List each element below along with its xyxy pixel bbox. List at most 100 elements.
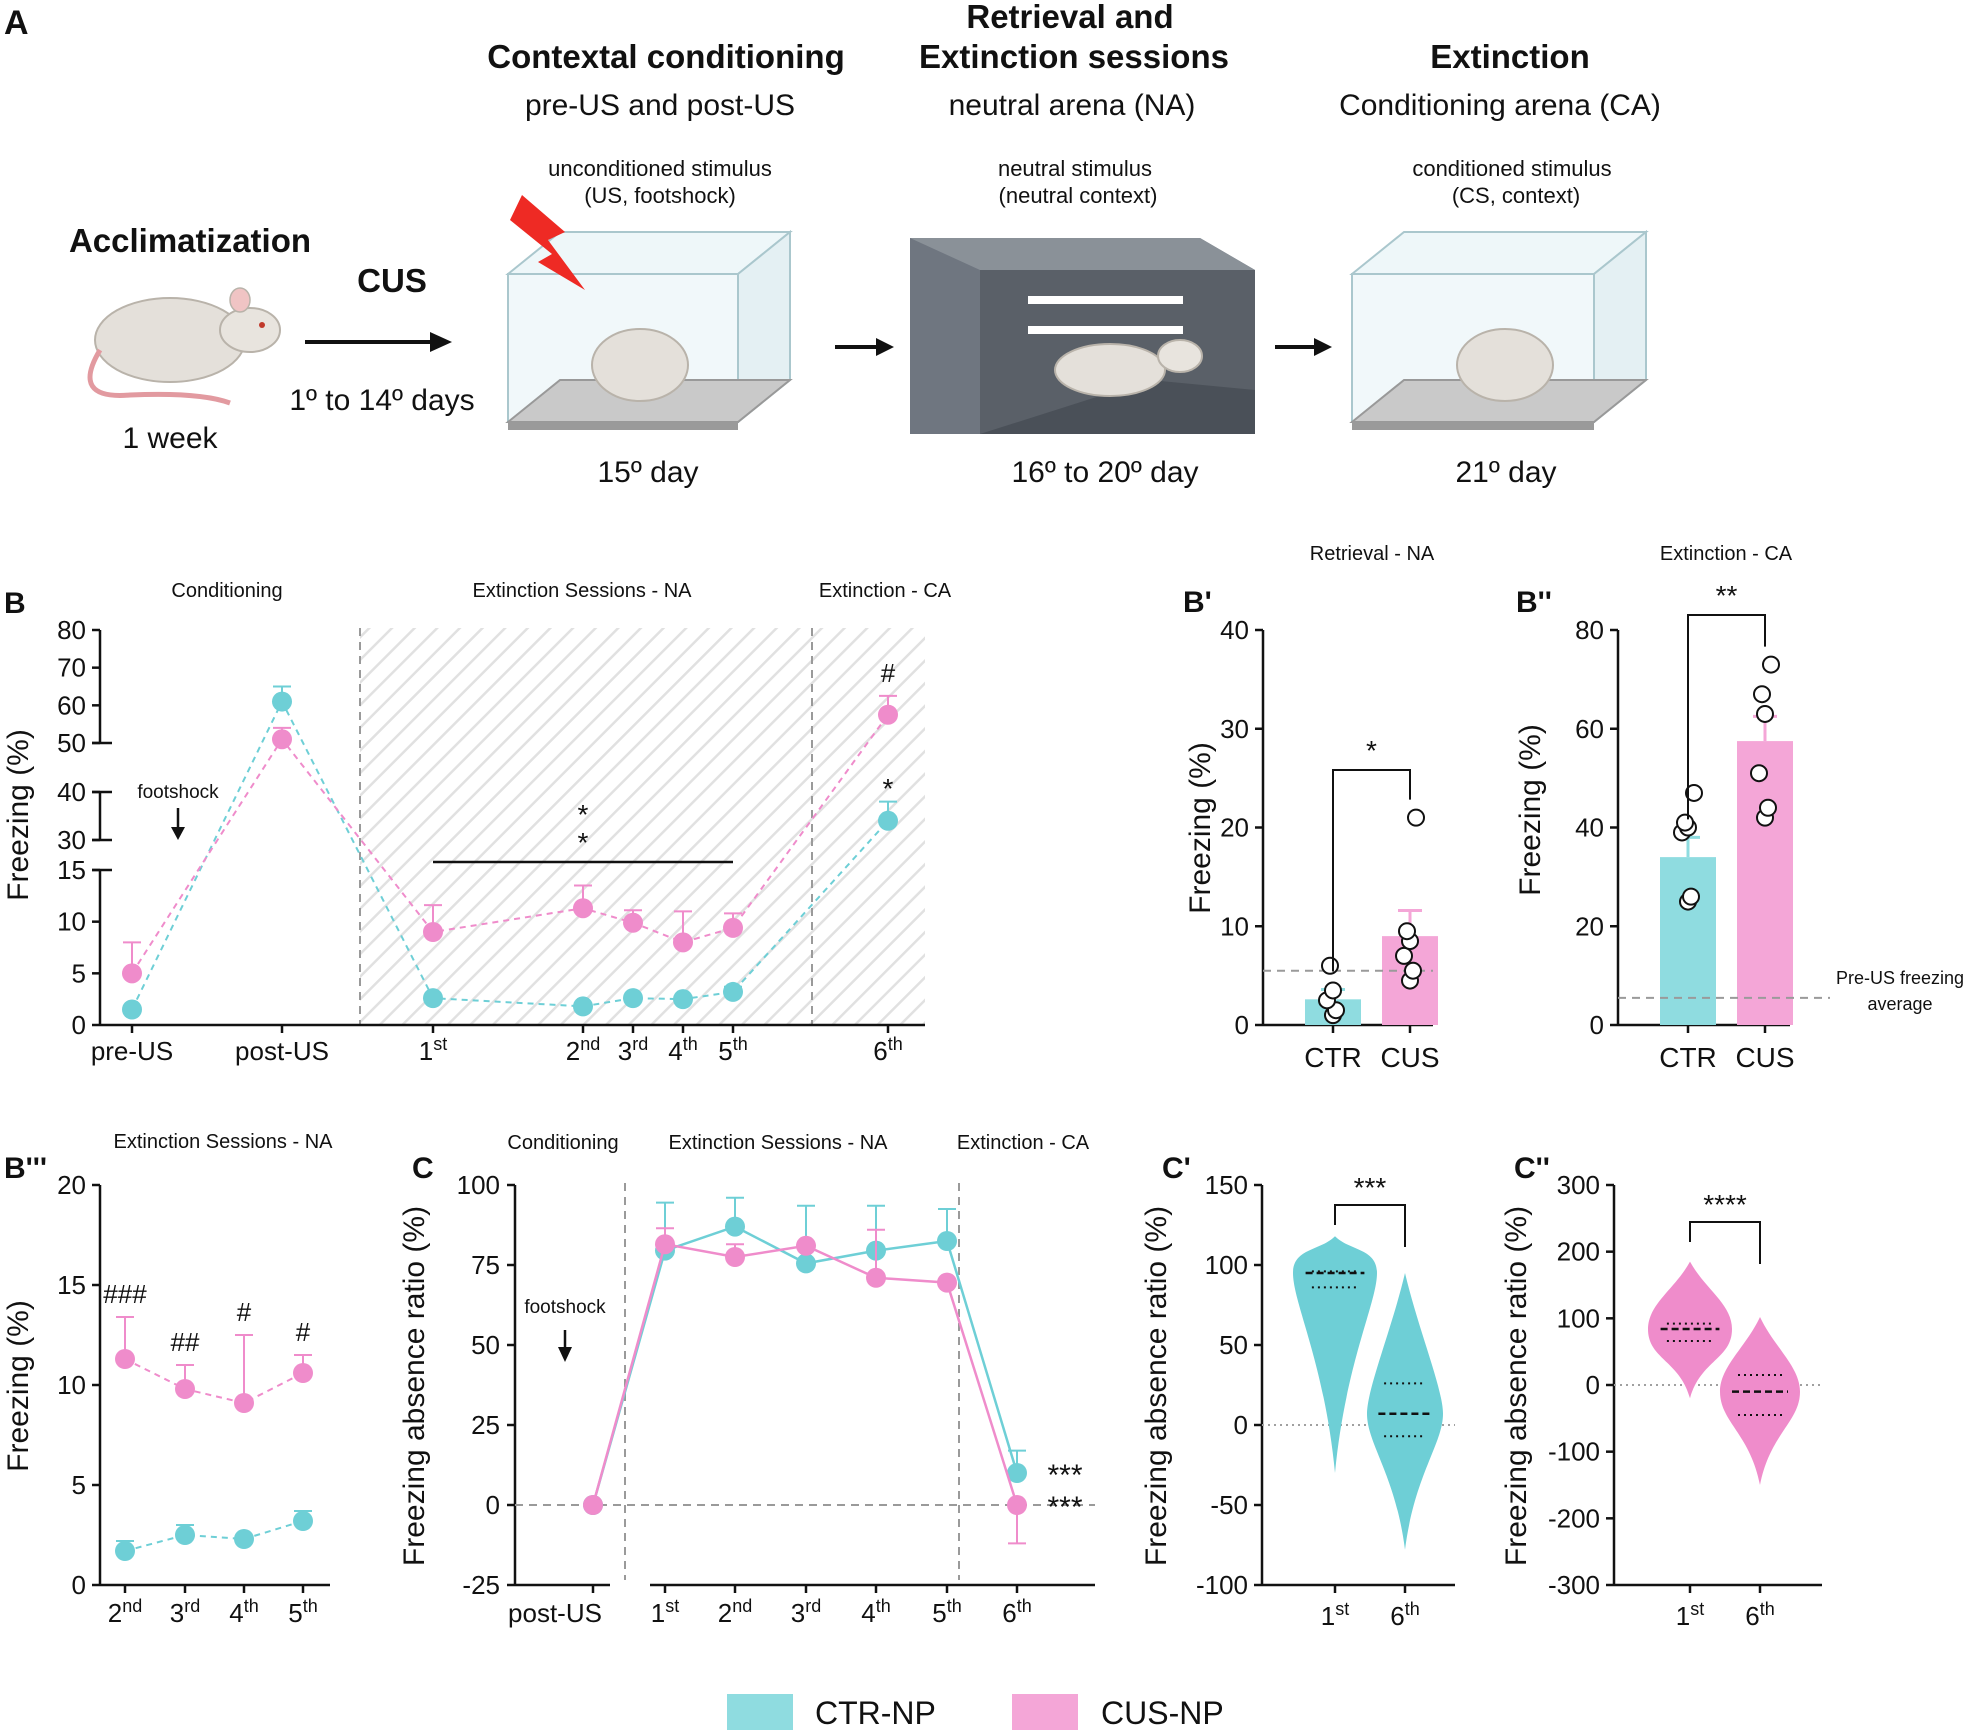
down-arrow-icon bbox=[558, 1330, 572, 1362]
panel-b-double-prime: B'' Extinction - CA Freezing (%) Pre-US … bbox=[1514, 543, 1964, 1073]
panel-b-title-conditioning: Conditioning bbox=[171, 580, 282, 602]
panel-c2-y-tick-label: 300 bbox=[1557, 1170, 1600, 1200]
panel-c-sig-mark: *** bbox=[1047, 1491, 1082, 1524]
panel-c2-ylabel: Freezing absence ratio (%) bbox=[1500, 1206, 1533, 1566]
panel-c2-y-tick-label: -200 bbox=[1548, 1503, 1600, 1533]
panel-c-data-point bbox=[866, 1267, 886, 1288]
panel-c1-letter: C' bbox=[1162, 1152, 1191, 1185]
panel-a-letter: A bbox=[4, 4, 29, 42]
panel-c1-ylabel: Freezing absence ratio (%) bbox=[1140, 1206, 1173, 1566]
panel-b-y-tick-label: 50 bbox=[57, 728, 86, 758]
panel-c2-sig-bracket bbox=[1689, 1221, 1761, 1264]
panel-b3-x-tick-label: 2nd bbox=[108, 1596, 143, 1628]
panel-b1-y-tick-label: 40 bbox=[1220, 615, 1249, 645]
panel-b3-series-line bbox=[124, 1358, 304, 1405]
panel-c1-y-tick-label: 0 bbox=[1234, 1410, 1248, 1440]
panel-c2-y-tick-label: 200 bbox=[1557, 1237, 1600, 1267]
panel-b2-letter: B'' bbox=[1516, 586, 1552, 619]
panel-b3-ylabel: Freezing (%) bbox=[2, 1300, 35, 1472]
stage-retrieval-subtitle: neutral arena (NA) bbox=[949, 89, 1196, 122]
panel-b3-title: Extinction Sessions - NA bbox=[114, 1131, 334, 1153]
panel-c-x-tick-label: 3rd bbox=[791, 1596, 821, 1628]
panel-b1-y-tick-label: 30 bbox=[1220, 714, 1249, 744]
legend-swatch-ctr bbox=[727, 1694, 793, 1730]
panel-b-x-tick-label-num: 4 bbox=[668, 1036, 682, 1066]
panel-b-x-tick-label-suffix: rd bbox=[632, 1034, 648, 1054]
stage-retrieval-caption: neutral stimulus bbox=[998, 156, 1152, 181]
panel-b2-title: Extinction - CA bbox=[1660, 543, 1793, 565]
panel-c1-violin bbox=[1293, 1236, 1377, 1473]
panel-b2-sig-bracket bbox=[1687, 614, 1766, 820]
panel-c1-y-tick-label: 100 bbox=[1205, 1250, 1248, 1280]
panel-b-x-tick-label-suffix: nd bbox=[580, 1034, 600, 1054]
panel-b3-data-point bbox=[293, 1363, 313, 1383]
legend-swatch-cus bbox=[1012, 1694, 1078, 1730]
panel-b2-dot bbox=[1759, 798, 1777, 817]
panel-c-x-tick-label-num: 6 bbox=[1002, 1598, 1016, 1628]
panel-b2-reference-label: Pre-US freezing bbox=[1836, 968, 1964, 988]
panel-b2-x-tick-label: CUS bbox=[1735, 1042, 1794, 1073]
panel-b-data-point bbox=[623, 912, 643, 933]
panel-b-x-tick-label: 5th bbox=[718, 1034, 747, 1066]
panel-b3-x-tick-label-num: 5 bbox=[288, 1598, 302, 1628]
panel-b-y-tick-label: 5 bbox=[72, 958, 86, 988]
panel-b1-title: Retrieval - NA bbox=[1310, 543, 1435, 565]
panel-c-data-point bbox=[1007, 1495, 1027, 1515]
arrow-icon bbox=[305, 332, 452, 352]
panel-b3-x-tick-label-num: 3 bbox=[170, 1598, 184, 1628]
panel-c-x-tick-label: 1st bbox=[651, 1596, 679, 1628]
panel-b2-y-tick-label: 20 bbox=[1575, 911, 1604, 941]
panel-c-data-point bbox=[655, 1234, 675, 1255]
panel-b-x-tick-label-num: 3 bbox=[618, 1036, 632, 1066]
panel-c1-x-tick-label-num: 1 bbox=[1321, 1601, 1335, 1631]
panel-b1-dot bbox=[1395, 946, 1413, 965]
panel-b-data-point bbox=[723, 917, 743, 938]
panel-b-sig-mark: * bbox=[578, 799, 589, 830]
panel-b3-data-point bbox=[115, 1349, 135, 1369]
panel-b1-y-tick-label: 0 bbox=[1235, 1010, 1249, 1040]
panel-c-sig-mark: *** bbox=[1047, 1459, 1082, 1492]
panel-c-x-tick-label-suffix: rd bbox=[805, 1596, 821, 1616]
panel-b-data-point bbox=[573, 996, 593, 1017]
panel-b-data-point bbox=[272, 691, 292, 712]
arrow-icon bbox=[1275, 338, 1332, 356]
panel-b2-bar bbox=[1660, 857, 1716, 1025]
panel-b-y-tick-label: 0 bbox=[72, 1010, 86, 1040]
panel-c1-sig-bracket bbox=[1334, 1204, 1406, 1247]
panel-b3-x-tick-label-suffix: th bbox=[244, 1596, 259, 1616]
panel-b-data-point bbox=[573, 898, 593, 919]
panel-b1-x-tick-label: CUS bbox=[1380, 1042, 1439, 1073]
panel-b3-y-tick-label: 10 bbox=[57, 1370, 86, 1400]
panel-c1-sig-label: *** bbox=[1354, 1172, 1387, 1203]
panel-b3-letter: B''' bbox=[4, 1152, 47, 1185]
stage-retrieval-caption2: (neutral context) bbox=[999, 183, 1158, 208]
panel-b2-ylabel: Freezing (%) bbox=[1514, 724, 1547, 896]
panel-c1-x-tick-label-suffix: th bbox=[1405, 1599, 1420, 1619]
legend-label-ctr: CTR-NP bbox=[815, 1695, 936, 1731]
panel-b-data-point bbox=[878, 704, 898, 725]
panel-b-y-tick-label: 15 bbox=[57, 855, 86, 885]
panel-c-data-point bbox=[796, 1235, 816, 1256]
panel-c-y-tick-label: 50 bbox=[471, 1330, 500, 1360]
panel-c2-violin bbox=[1720, 1317, 1800, 1485]
panel-b3-sig-mark: # bbox=[237, 1297, 252, 1327]
panel-b3-x-tick-label-suffix: th bbox=[303, 1596, 318, 1616]
stage-retrieval-days: 16º to 20º day bbox=[1011, 456, 1198, 489]
panel-b-x-tick-label-num: 6 bbox=[873, 1036, 887, 1066]
panel-c-data-point bbox=[725, 1216, 745, 1237]
panel-b-ylabel: Freezing (%) bbox=[2, 729, 35, 901]
panel-b2-y-tick-label: 60 bbox=[1575, 714, 1604, 744]
panel-b-x-tick-label-num: 2 bbox=[566, 1036, 580, 1066]
panel-b-footshock-label: footshock bbox=[137, 782, 219, 803]
panel-b-hatch-region bbox=[360, 628, 925, 1025]
stage-extinction-caption: conditioned stimulus bbox=[1412, 156, 1611, 181]
panel-b2-y-tick-label: 0 bbox=[1590, 1010, 1604, 1040]
stage-retrieval-title2: Extinction sessions bbox=[919, 38, 1229, 75]
panel-b-data-point bbox=[723, 981, 743, 1002]
panel-b-sig-mark: * bbox=[883, 773, 894, 804]
panel-c2-x-tick-label: 1st bbox=[1676, 1599, 1704, 1631]
stage-extinction-title: Extinction bbox=[1430, 38, 1590, 75]
panel-b-y-tick-label: 60 bbox=[57, 690, 86, 720]
